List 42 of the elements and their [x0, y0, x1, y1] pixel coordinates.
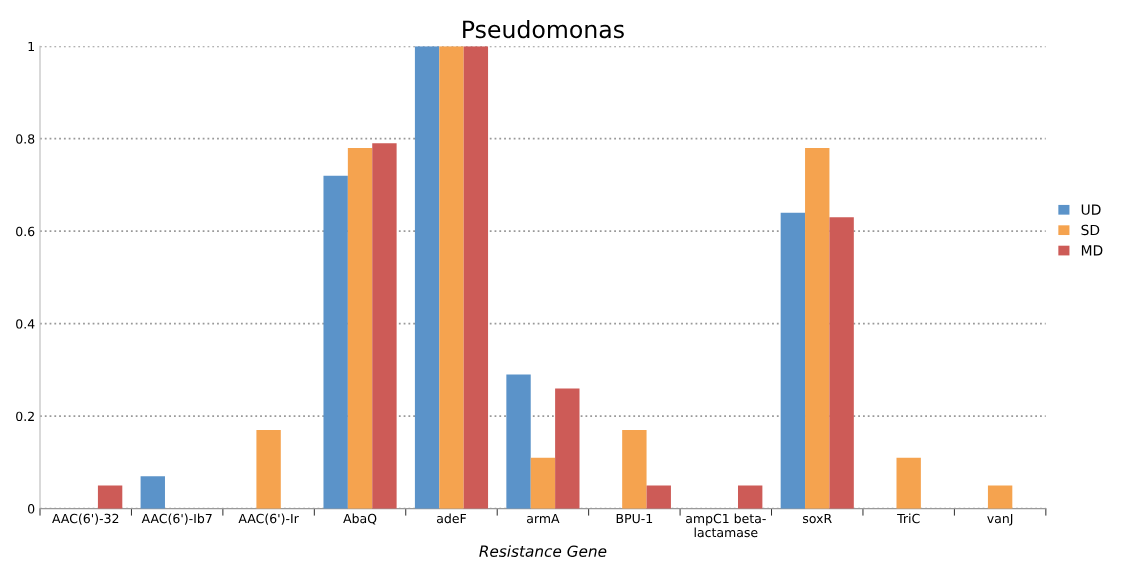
- chart-title: Pseudomonas: [463, 19, 624, 39]
- bar: [323, 175, 348, 509]
- x-tick-label: ampC1 beta- lactamase: [685, 513, 766, 538]
- bar: [439, 46, 464, 509]
- bar: [555, 388, 580, 509]
- bar: [896, 457, 921, 509]
- y-tick-label: 0.2: [16, 411, 34, 422]
- legend-label: MD: [1081, 245, 1103, 256]
- bar: [805, 147, 830, 509]
- bar: [414, 46, 440, 509]
- bar: [829, 217, 854, 509]
- bar: [506, 374, 531, 509]
- y-tick-label: 0.4: [16, 319, 35, 329]
- x-tick-label: BPU-1: [616, 513, 653, 524]
- x-tick-label: armA: [527, 513, 560, 524]
- x-tick-label: adeF: [437, 513, 466, 524]
- x-tick-label: AbaQ: [343, 513, 377, 525]
- x-tick-label: AAC(6')-Ib7: [141, 513, 212, 525]
- bar: [530, 457, 556, 509]
- bar: [987, 485, 1013, 509]
- x-tick-label: TriC: [897, 513, 920, 524]
- bar: [738, 485, 763, 509]
- bar: [347, 147, 373, 509]
- bar: [622, 430, 647, 509]
- bar: [256, 430, 281, 509]
- y-tick-label: 0: [28, 504, 35, 514]
- bar: [97, 485, 123, 509]
- bar: [372, 143, 397, 509]
- y-tick-label: 0.8: [16, 134, 35, 144]
- legend-label: UD: [1081, 204, 1101, 215]
- x-tick-label: AAC(6')-Ir: [238, 513, 299, 525]
- x-tick-label: soxR: [803, 513, 832, 524]
- x-tick-label: AAC(6')-32: [52, 513, 119, 525]
- bar: [780, 212, 806, 509]
- bar: [140, 476, 165, 509]
- bar: [463, 46, 489, 509]
- y-tick-label: 0.6: [16, 226, 35, 237]
- y-tick-label: 1: [28, 41, 34, 51]
- legend-label: SD: [1081, 224, 1100, 236]
- bar: [646, 485, 671, 509]
- x-axis-title: Resistance Gene: [479, 545, 607, 557]
- x-tick-label: vanJ: [987, 513, 1013, 526]
